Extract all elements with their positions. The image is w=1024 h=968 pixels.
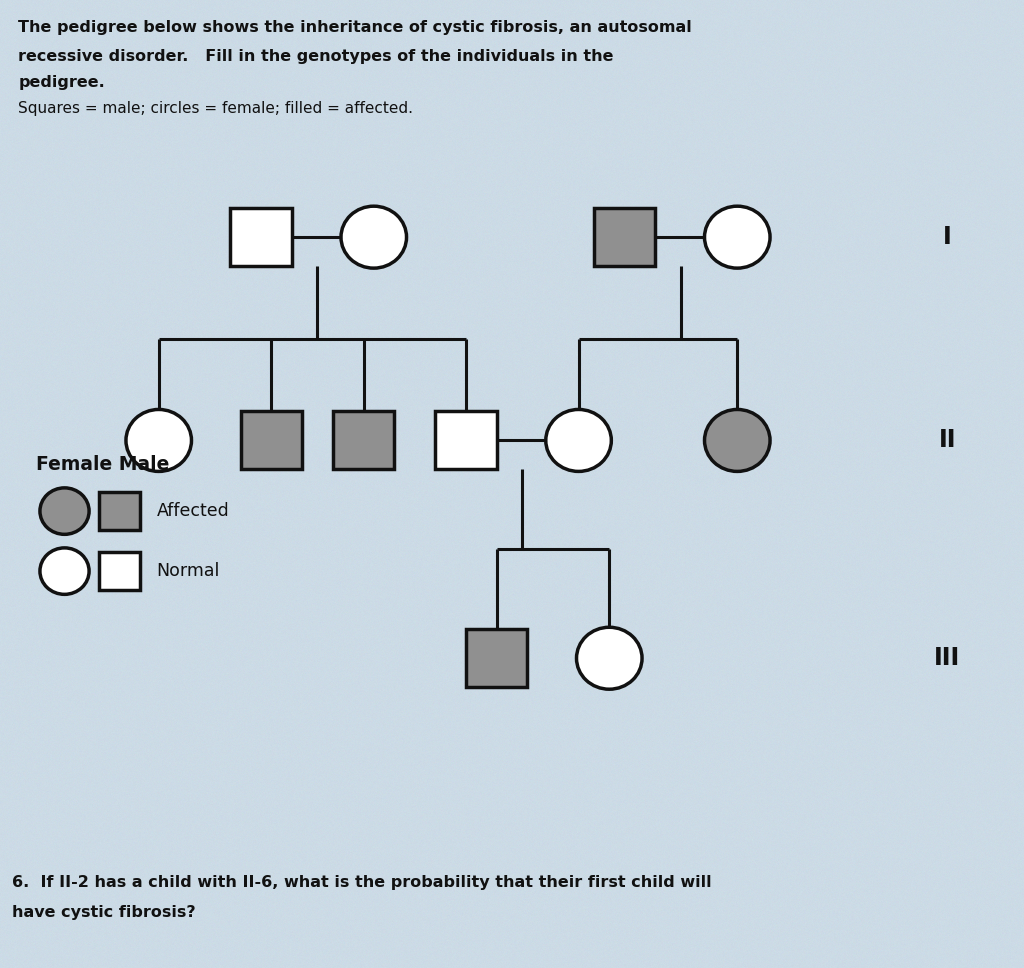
Circle shape [705,409,770,471]
Text: pedigree.: pedigree. [18,75,105,90]
Circle shape [40,488,89,534]
Text: III: III [934,647,961,670]
Text: Squares = male; circles = female; filled = affected.: Squares = male; circles = female; filled… [18,101,414,116]
Bar [99,492,140,530]
Text: The pedigree below shows the inheritance of cystic fibrosis, an autosomal: The pedigree below shows the inheritance… [18,19,692,35]
Bar [466,629,527,687]
Circle shape [341,206,407,268]
Bar [594,208,655,266]
Circle shape [126,409,191,471]
Text: 6.  If II-2 has a child with II-6, what is the probability that their first chil: 6. If II-2 has a child with II-6, what i… [12,875,712,891]
Text: II: II [938,429,956,452]
Bar [230,208,292,266]
Text: have cystic fibrosis?: have cystic fibrosis? [12,905,196,921]
Circle shape [577,627,642,689]
Text: I: I [943,226,951,249]
Bar [99,552,140,590]
Text: Affected: Affected [157,502,229,520]
Text: recessive disorder.   Fill in the genotypes of the individuals in the: recessive disorder. Fill in the genotype… [18,48,614,64]
Text: Normal: Normal [157,562,220,580]
Circle shape [546,409,611,471]
Circle shape [705,206,770,268]
Bar [241,411,302,469]
Bar [333,411,394,469]
Circle shape [40,548,89,594]
Bar [435,411,497,469]
Text: Female Male: Female Male [36,455,169,474]
